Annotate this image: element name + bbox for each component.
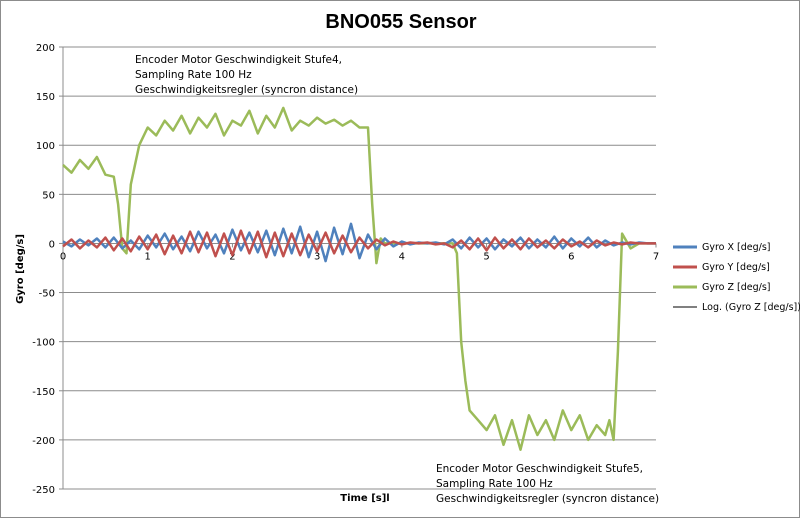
y-tick-label: 0 xyxy=(49,239,55,250)
legend-label-gyro-z: Gyro Z [deg/s] xyxy=(702,282,771,293)
annotation-line: Encoder Motor Geschwindigkeit Stufe5, xyxy=(436,463,643,475)
y-tick-label: 100 xyxy=(36,141,55,152)
annotation-line: Encoder Motor Geschwindigkeit Stufe4, xyxy=(135,54,342,66)
annotation-line: Sampling Rate 100 Hz xyxy=(436,478,553,490)
legend: Gyro X [deg/s] Gyro Y [deg/s] Gyro Z [de… xyxy=(673,242,800,313)
legend-item-log-gyro-z: Log. (Gyro Z [deg/s]) xyxy=(673,302,800,313)
legend-label-gyro-y: Gyro Y [deg/s] xyxy=(702,262,770,273)
legend-item-gyro-z: Gyro Z [deg/s] xyxy=(673,282,771,293)
y-tick-label: -100 xyxy=(32,338,55,349)
x-tick-label: 5 xyxy=(483,251,489,262)
x-tick-label: 4 xyxy=(399,251,405,262)
x-axis-title: Time [s]l xyxy=(340,493,389,504)
x-tick-label: 7 xyxy=(653,251,659,262)
annotation-line: Sampling Rate 100 Hz xyxy=(135,69,252,81)
x-tick-label: 3 xyxy=(314,251,320,262)
chart-title: BNO055 Sensor xyxy=(325,11,476,33)
y-tick-label: -200 xyxy=(32,436,55,447)
series-line-gyro-y-deg-s xyxy=(62,229,656,259)
series-line-gyro-x-deg-s xyxy=(62,222,656,263)
series-lines xyxy=(62,106,656,451)
annotation-line: Geschwindigkeitsregler (syncron distance… xyxy=(135,84,358,96)
y-tick-label: 150 xyxy=(36,92,55,103)
annotation-stufe4: Encoder Motor Geschwindigkeit Stufe4, Sa… xyxy=(135,54,358,96)
x-tick-label: 2 xyxy=(229,251,235,262)
legend-label-gyro-x: Gyro X [deg/s] xyxy=(702,242,771,253)
y-axis-title: Gyro [deg/s] xyxy=(15,234,26,304)
x-tick-label: 1 xyxy=(145,251,151,262)
x-tick-label: 6 xyxy=(568,251,574,262)
axes: 200 150 100 50 0 -50 -100 -150 -200 -250 0 1 2 3 4 5 6 7 xyxy=(32,43,659,496)
legend-label-log-gyro-z: Log. (Gyro Z [deg/s]) xyxy=(702,302,800,313)
legend-item-gyro-y: Gyro Y [deg/s] xyxy=(673,262,770,273)
y-tick-label: -150 xyxy=(32,387,55,398)
y-tick-label: 200 xyxy=(36,43,55,54)
annotation-line: Geschwindigkeitsregler (syncron distance… xyxy=(436,493,659,505)
legend-item-gyro-x: Gyro X [deg/s] xyxy=(673,242,771,253)
series-line-gyro-z-deg-s xyxy=(62,106,656,451)
x-tick-label: 0 xyxy=(60,251,66,262)
y-tick-label: -250 xyxy=(32,485,55,496)
annotation-stufe5: Encoder Motor Geschwindigkeit Stufe5, Sa… xyxy=(436,463,659,505)
y-tick-label: 50 xyxy=(42,190,55,201)
y-tick-label: -50 xyxy=(39,289,55,300)
